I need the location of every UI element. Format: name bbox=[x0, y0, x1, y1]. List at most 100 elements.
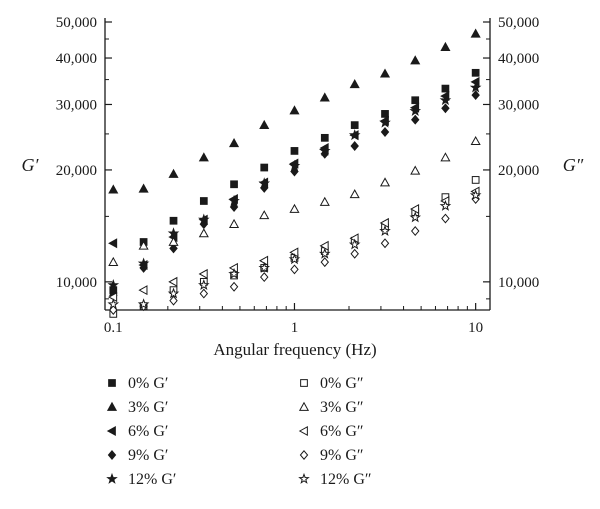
data-point bbox=[198, 279, 210, 291]
x-tick-label: 10 bbox=[468, 320, 483, 336]
data-markers bbox=[107, 28, 482, 318]
data-point bbox=[289, 203, 300, 213]
data-point bbox=[350, 248, 359, 259]
data-point bbox=[350, 141, 359, 151]
legend-item: 9% G″ bbox=[299, 447, 364, 464]
y-tick-label-left: 40,000 bbox=[56, 51, 97, 67]
data-point bbox=[409, 211, 422, 223]
data-point bbox=[319, 240, 329, 251]
data-point bbox=[229, 137, 240, 148]
data-point bbox=[349, 189, 360, 199]
legend-item: 12% G″ bbox=[298, 471, 372, 488]
legend-item: 0% G″ bbox=[300, 375, 364, 392]
data-point bbox=[138, 183, 149, 193]
data-point bbox=[288, 159, 301, 171]
legend-item: 0% G′ bbox=[108, 375, 168, 392]
legend-marker bbox=[298, 472, 310, 484]
legend-label: 12% G″ bbox=[320, 471, 372, 488]
data-point bbox=[441, 213, 450, 224]
legend: 0% G′ 3% G′ 6% G′ 9% G′ 12% G′ 0% G″ 3% G″ 6% G… bbox=[106, 375, 372, 488]
data-point bbox=[138, 285, 148, 296]
data-point bbox=[199, 288, 209, 299]
series-8 bbox=[109, 194, 480, 315]
data-point bbox=[410, 165, 421, 175]
data-point bbox=[381, 110, 389, 118]
data-point bbox=[259, 119, 270, 129]
data-point bbox=[107, 298, 120, 310]
data-point bbox=[288, 253, 301, 265]
data-point bbox=[198, 228, 209, 238]
series-0 bbox=[109, 68, 480, 294]
legend-label: 6% G″ bbox=[320, 423, 364, 440]
data-point bbox=[109, 305, 118, 315]
data-point bbox=[290, 147, 299, 155]
data-point bbox=[198, 152, 209, 162]
data-point bbox=[319, 92, 330, 102]
y-tick-label-left: 20,000 bbox=[56, 163, 97, 179]
data-point bbox=[260, 163, 269, 172]
data-point bbox=[259, 210, 270, 220]
y-tick-label-left: 30,000 bbox=[56, 97, 97, 113]
data-point bbox=[439, 199, 452, 211]
data-point bbox=[168, 276, 178, 287]
data-point bbox=[380, 238, 390, 249]
y-tick-label-right: 20,000 bbox=[498, 163, 539, 179]
data-point bbox=[411, 226, 420, 236]
data-point bbox=[379, 177, 391, 187]
legend-label: 6% G′ bbox=[128, 423, 168, 440]
right-axis-label: G″ bbox=[563, 155, 584, 175]
data-point bbox=[441, 103, 450, 114]
data-point bbox=[410, 203, 420, 215]
data-point bbox=[138, 240, 149, 250]
data-point bbox=[228, 267, 240, 279]
series-9 bbox=[107, 189, 482, 310]
data-point bbox=[290, 264, 299, 275]
data-point bbox=[471, 90, 480, 101]
data-point bbox=[440, 41, 451, 51]
data-point bbox=[169, 295, 178, 306]
data-point bbox=[471, 176, 480, 184]
axes-group: 10,000 10,000 20,000 20,000 30,000 30,000 40,0… bbox=[56, 15, 540, 336]
series-1 bbox=[108, 28, 481, 194]
data-point bbox=[470, 28, 481, 38]
y-tick-label-left: 10,000 bbox=[56, 275, 97, 291]
data-point bbox=[348, 129, 361, 141]
data-point bbox=[107, 279, 120, 291]
legend-marker bbox=[300, 379, 308, 387]
data-point bbox=[379, 116, 391, 128]
legend-marker bbox=[299, 450, 309, 460]
data-point bbox=[230, 180, 238, 189]
data-point bbox=[258, 177, 271, 189]
y-tick-label-right: 40,000 bbox=[498, 51, 539, 67]
y-tick-label-right: 30,000 bbox=[498, 97, 539, 113]
legend-marker bbox=[298, 425, 308, 437]
data-point bbox=[259, 255, 269, 266]
legend-marker bbox=[108, 379, 116, 387]
data-point bbox=[379, 68, 391, 78]
x-tick-label: 1 bbox=[291, 320, 299, 336]
legend-item: 6% G″ bbox=[298, 423, 364, 440]
data-point bbox=[137, 257, 150, 269]
legend-label: 0% G′ bbox=[128, 375, 168, 392]
data-point bbox=[350, 121, 359, 129]
data-point bbox=[440, 152, 451, 162]
data-point bbox=[439, 94, 452, 106]
legend-item: 12% G′ bbox=[106, 471, 176, 488]
legend-marker bbox=[107, 450, 117, 460]
data-point bbox=[348, 238, 361, 250]
data-point bbox=[167, 227, 180, 239]
legend-marker bbox=[298, 401, 310, 411]
legend-label: 9% G″ bbox=[320, 447, 364, 464]
data-point bbox=[380, 127, 390, 137]
legend-label: 3% G″ bbox=[320, 399, 364, 416]
series-5 bbox=[109, 176, 480, 318]
data-point bbox=[168, 236, 179, 246]
data-point bbox=[411, 114, 420, 125]
legend-item: 3% G″ bbox=[298, 399, 364, 416]
data-point bbox=[318, 144, 331, 156]
x-tick-label: 0.1 bbox=[104, 320, 123, 336]
series-6 bbox=[108, 135, 481, 266]
data-point bbox=[229, 202, 239, 212]
series-7 bbox=[108, 186, 480, 303]
data-point bbox=[229, 218, 240, 228]
